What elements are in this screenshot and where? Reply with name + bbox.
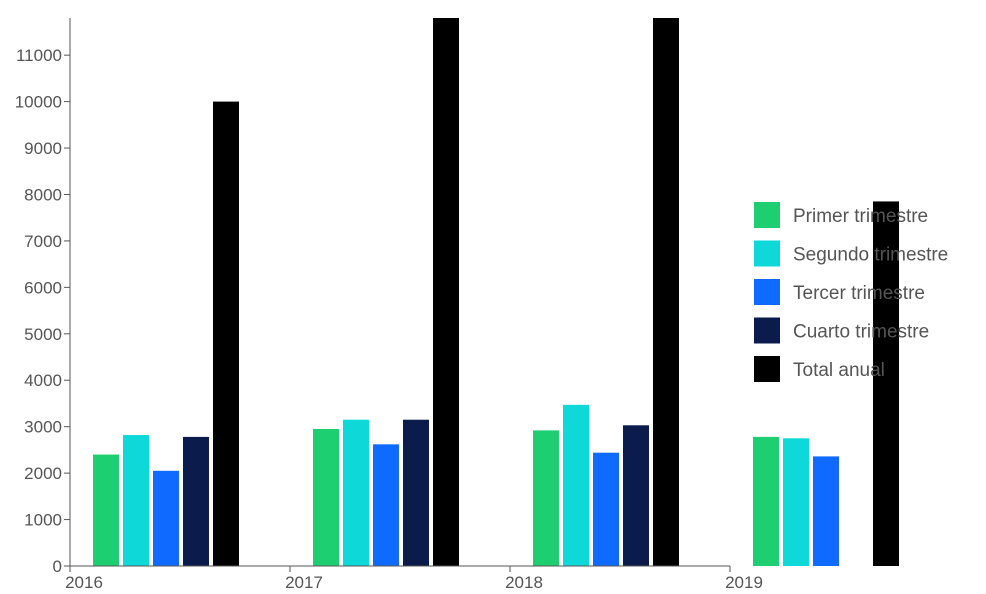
legend-label: Cuarto trimestre <box>793 322 929 343</box>
legend-label: Segundo trimestre <box>793 245 948 266</box>
legend-item: Tercer trimestre <box>754 279 925 305</box>
legend-swatch <box>754 240 780 267</box>
x-tick-label: 2017 <box>285 573 323 592</box>
legend-swatch <box>754 317 780 344</box>
x-tick-label: 2019 <box>725 573 763 592</box>
bar-total-anual-2017 <box>433 18 459 566</box>
bar-tercer-trimestre-2018 <box>593 452 619 566</box>
legend-item: Cuarto trimestre <box>754 317 929 344</box>
y-tick-label: 8000 <box>24 185 62 204</box>
legend-label: Primer trimestre <box>793 206 928 227</box>
bars-layer <box>93 18 899 566</box>
legend-item: Segundo trimestre <box>754 240 948 267</box>
bar-total-anual-2016 <box>213 101 239 566</box>
y-tick-label: 6000 <box>24 278 62 297</box>
bar-segundo-trimestre-2018 <box>563 404 589 566</box>
bar-tercer-trimestre-2019 <box>813 456 839 566</box>
legend-swatch <box>754 202 780 228</box>
y-tick-label: 4000 <box>24 371 62 390</box>
bar-primer-trimestre-2016 <box>93 454 119 566</box>
legend-swatch <box>754 279 780 305</box>
legend-item: Primer trimestre <box>754 202 928 228</box>
y-tick-label: 2000 <box>24 464 62 483</box>
bar-primer-trimestre-2019 <box>753 436 779 566</box>
y-tick-label: 9000 <box>24 139 62 158</box>
bar-segundo-trimestre-2017 <box>343 419 369 566</box>
y-tick-label: 10000 <box>15 93 62 112</box>
axes-layer: 0 1000 2000 3000 4000 5000 6000 7000 8000 9000 100… <box>15 18 763 592</box>
bar-segundo-trimestre-2019 <box>783 438 809 566</box>
y-tick-label: 7000 <box>24 232 62 251</box>
bar-total-anual-2018 <box>653 18 679 566</box>
legend: Primer trimestre Segundo trimestre Tercer … <box>754 202 948 382</box>
y-tick-label: 0 <box>53 557 62 576</box>
bar-total-anual-2019 <box>873 201 899 566</box>
legend-label: Total anual <box>793 360 885 381</box>
y-tick-label: 3000 <box>24 418 62 437</box>
bar-tercer-trimestre-2017 <box>373 444 399 566</box>
y-tick-label: 11000 <box>16 46 62 65</box>
bar-tercer-trimestre-2016 <box>153 470 179 566</box>
legend-swatch <box>754 356 780 382</box>
legend-label: Tercer trimestre <box>793 283 925 304</box>
y-tick-label: 5000 <box>24 325 62 344</box>
x-tick-label: 2016 <box>65 573 103 592</box>
bar-segundo-trimestre-2016 <box>123 435 149 566</box>
bar-cuarto-trimestre-2017 <box>403 419 429 566</box>
bar-primer-trimestre-2018 <box>533 430 559 566</box>
bar-cuarto-trimestre-2018 <box>623 425 649 566</box>
legend-item: Total anual <box>754 356 885 382</box>
bar-cuarto-trimestre-2016 <box>183 436 209 566</box>
y-tick-label: 1000 <box>24 511 62 530</box>
bar-primer-trimestre-2017 <box>313 429 339 566</box>
x-tick-label: 2018 <box>505 573 543 592</box>
